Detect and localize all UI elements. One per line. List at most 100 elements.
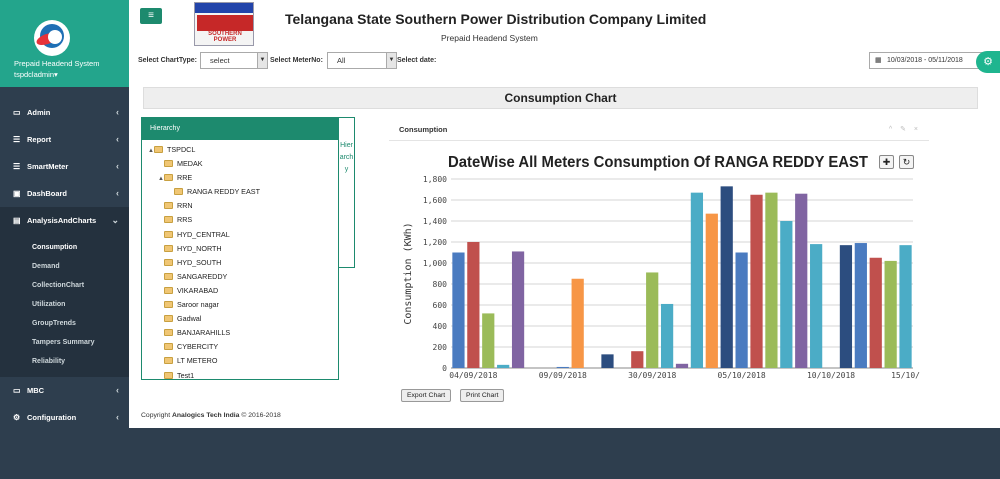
chevron-down-icon: ▼ [257,53,267,68]
folder-icon [164,371,173,379]
submenu-item[interactable]: CollectionChart [32,282,85,289]
submenu-item[interactable]: Utilization [32,301,66,308]
page-title: Consumption Chart [143,87,978,109]
tree-node-label: RRS [177,215,193,225]
chart-bar [482,313,495,368]
tree-node[interactable]: Gadwal [148,312,338,326]
sidebar-item-label: Configuration [27,413,77,422]
tree-node[interactable]: SANGAREDDY [148,270,338,284]
company-name: Telangana State Southern Power Distribut… [285,11,707,27]
chart-bar [705,213,718,368]
sidebar-item-label: MBC [27,386,45,395]
hierarchy-title: Hierarchy [142,118,338,140]
meter-select[interactable]: All ▼ [327,52,397,69]
tree-node[interactable]: ▲ RRE [148,171,338,185]
panel-tools[interactable]: ^ ✎ × [888,126,921,133]
settings-button[interactable]: ⚙ [976,51,1000,73]
chart-type-select[interactable]: select ▼ [200,52,268,69]
submenu-item[interactable]: Consumption [32,244,78,251]
chart-bar [899,245,912,368]
chart-title: DateWise All Meters Consumption Of RANGA… [448,154,868,171]
dashboard-icon: ▣ [13,189,21,198]
tree-node[interactable]: MEDAK [148,157,338,171]
tree-node[interactable]: RRS [148,213,338,227]
chart-bar [765,192,778,368]
tree-node[interactable]: HYD_NORTH [148,242,338,256]
company-logo-text: SOUTHERN POWER [208,31,242,43]
footer-prefix: Copyright [141,412,171,419]
chevron-left-icon: ‹ [116,107,119,117]
meter-value: All [337,56,346,65]
tree-node-label: HYD_CENTRAL [177,229,230,239]
gear-icon: ⚙ [13,413,21,422]
submenu-item[interactable]: Demand [32,263,60,270]
filter-bar: Select ChartType: select ▼ Select MeterN… [129,49,1000,77]
hierarchy-toggle-tab[interactable]: Hierarchy [339,117,355,268]
date-range-value: 10/03/2018 - 05/11/2018 [887,57,963,64]
sidebar-item[interactable]: ▭ MBC ‹ [0,377,129,404]
y-tick-label: 1,400 [423,217,447,226]
hamburger-icon: ≡ [148,10,154,21]
x-tick-label: 04/09/2018 [449,371,497,379]
folder-icon [164,244,173,252]
sidebar-item[interactable]: ☰ Report ‹ [0,126,129,153]
sidebar-item-label: Report [27,135,52,144]
export-chart-button[interactable]: Export Chart [401,389,452,402]
submenu-item[interactable]: Tampers Summary [32,339,95,346]
footer: Copyright Analogics Tech India © 2016-20… [141,412,281,419]
sidebar-item[interactable]: ▣ DashBoard ‹ [0,180,129,207]
tree-toggle-icon[interactable]: ▲ [148,148,154,154]
tree-node-label: CYBERCITY [177,342,219,352]
tree-node-label: HYD_SOUTH [177,257,222,267]
tree-node[interactable]: LT METERO [148,354,338,368]
chart-bar [735,252,748,368]
folder-icon [164,343,173,351]
tree-node[interactable]: CYBERCITY [148,340,338,354]
chart-bar [854,243,867,368]
sidebar-item[interactable]: ☰ SmartMeter ‹ [0,153,129,180]
date-range-input[interactable]: ▦ 10/03/2018 - 05/11/2018 [869,52,989,69]
zoom-in-button[interactable]: ✚ [879,155,894,169]
tree-node-label: HYD_NORTH [177,243,222,253]
tree-node[interactable]: Saroor nagar [148,298,338,312]
bar-chart-icon: ▤ [13,216,21,225]
submenu-item[interactable]: GroupTrends [32,320,76,327]
sidebar-item[interactable]: ⚙ Configuration ‹ [0,404,129,431]
folder-icon [164,301,173,309]
tree-node[interactable]: HYD_CENTRAL [148,228,338,242]
tree-node[interactable]: BANJARAHILLS [148,326,338,340]
tree-node-label: MEDAK [177,159,203,169]
tree-node[interactable]: VIKARABAD [148,284,338,298]
chart-bar [690,192,704,368]
folder-icon [164,230,173,238]
tree-toggle-icon[interactable]: ▲ [158,176,164,183]
tree-node[interactable]: RRN [148,199,338,213]
analysis-submenu: Consumption Demand CollectionChart Utilizat… [0,234,129,377]
chart-panel: Consumption ^ ✎ × DateWise All Meters Co… [389,119,929,379]
reset-zoom-button[interactable]: ↻ [899,155,914,169]
sidebar-item[interactable]: ▭ Admin ‹ [0,99,129,126]
tree-node-label: SANGAREDDY [177,271,228,281]
chart-bar [511,251,525,368]
submenu-item[interactable]: Reliability [32,358,66,365]
chart-bar [601,354,614,368]
top-header: ≡ SOUTHERN POWER Telangana State Souther… [129,0,1000,49]
user-menu[interactable]: tspdcladmin▾ [14,70,58,79]
sidebar-item[interactable]: ▤ AnalysisAndCharts ⌄ [0,207,129,234]
y-tick-label: 1,600 [423,196,447,205]
print-chart-button[interactable]: Print Chart [460,389,505,402]
tree-node[interactable]: Test1 [148,369,338,383]
y-tick-label: 0 [442,364,447,373]
tree-node-label: Gadwal [177,314,202,324]
chart-type-value: select [210,56,230,65]
monitor-icon: ▭ [13,386,21,395]
tree-node[interactable]: HYD_SOUTH [148,256,338,270]
chart-bar [571,278,584,368]
tree-node-label: VIKARABAD [177,285,219,295]
tree-node[interactable]: ▲ TSPDCL [148,143,338,157]
tree-node-label: LT METERO [177,356,218,366]
tree-node[interactable]: RANGA REDDY EAST [148,185,338,199]
menu-toggle-button[interactable]: ≡ [140,8,162,24]
folder-icon [164,272,173,280]
